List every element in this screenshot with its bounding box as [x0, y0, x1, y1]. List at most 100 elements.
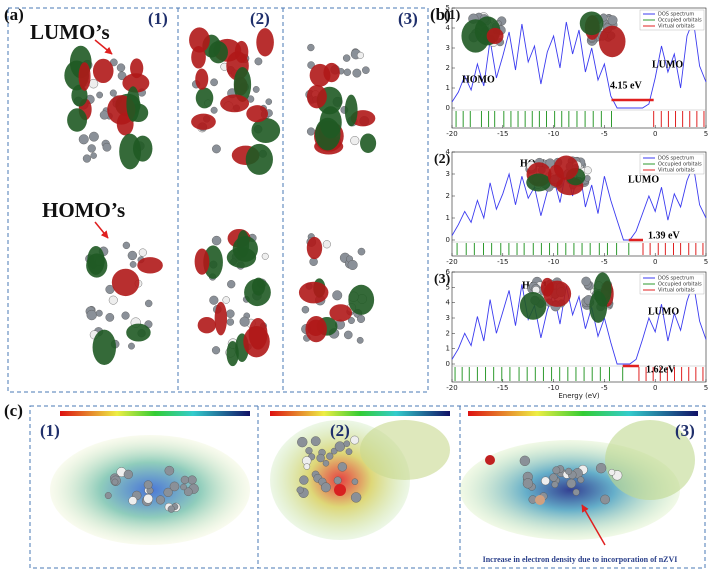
y-tick-label: 4 [446, 299, 451, 307]
y-tick-label: 5 [446, 283, 450, 291]
atom [222, 296, 230, 304]
column-label: (2) [330, 421, 350, 440]
atom [163, 487, 173, 497]
atom [211, 235, 222, 246]
lumo-heading: LUMO’s [30, 20, 110, 44]
atom [303, 463, 311, 470]
orbital-lobe [243, 325, 270, 358]
atom [86, 309, 97, 321]
atom [127, 250, 138, 261]
atom [143, 480, 153, 490]
atom [356, 336, 364, 344]
orbital-lobe [256, 28, 274, 57]
atom [320, 482, 331, 493]
atom [104, 492, 112, 499]
x-tick-label: -10 [548, 258, 559, 266]
legend-label: Virtual orbitals [658, 288, 695, 294]
atom [347, 317, 355, 324]
panel-label: (a) [4, 5, 24, 24]
atom [307, 61, 315, 69]
plot-frame [451, 151, 707, 257]
orbital-lobe [92, 329, 117, 366]
orbital-lobe [314, 117, 341, 151]
legend-label: Virtual orbitals [658, 168, 695, 174]
orbital-lobe [226, 247, 257, 268]
atom [307, 43, 315, 52]
orbital-lobe [87, 246, 105, 275]
y-tick-label: 1 [446, 84, 450, 92]
atom [123, 469, 133, 479]
atom [334, 441, 345, 452]
x-tick-label: -20 [446, 130, 457, 138]
panel-frame [29, 405, 706, 569]
x-tick-label: 0 [653, 384, 657, 392]
orbital-lobe [306, 236, 323, 260]
column-label: (1) [40, 421, 60, 440]
chart-panel-label: (1) [444, 8, 461, 23]
orbital-lobe [194, 248, 210, 275]
x-tick-label: -15 [497, 130, 508, 138]
x-tick-label: -5 [601, 384, 608, 392]
legend-label: Occupied orbitals [658, 282, 702, 288]
legend-label: Occupied orbitals [658, 162, 702, 168]
atom [322, 460, 330, 467]
panel-label: (b) [430, 5, 451, 24]
orbital-lobe [220, 94, 250, 113]
atom [117, 71, 127, 81]
orbital-lobe [309, 63, 331, 87]
orbital-lobe [78, 62, 91, 91]
atom [183, 487, 193, 497]
atom [164, 465, 175, 476]
atom [522, 478, 534, 489]
y-tick-label: 3 [446, 44, 450, 52]
atom [116, 63, 126, 72]
y-tick-label: 3 [446, 314, 450, 322]
orbital-lobe [130, 58, 144, 79]
y-tick-label: 2 [446, 64, 450, 72]
y-tick-label: 4 [446, 24, 451, 32]
atom [122, 241, 131, 250]
column-label: (3) [398, 9, 418, 28]
atom [129, 261, 137, 268]
atom [109, 89, 117, 97]
atom [210, 78, 218, 87]
y-tick-label: 5 [446, 4, 450, 12]
atom [82, 154, 92, 163]
atom [108, 295, 118, 305]
homo-heading: HOMO’s [42, 198, 125, 222]
orbital-lobe [553, 155, 579, 180]
atom [227, 280, 236, 289]
y-tick-label: 0 [446, 360, 450, 368]
x-tick-label: 0 [653, 130, 657, 138]
atom [357, 247, 366, 256]
atom [239, 316, 250, 327]
atom [600, 494, 610, 505]
color-bar [270, 411, 450, 416]
orbital-lobe [203, 245, 223, 279]
orbital-lobe [540, 277, 554, 297]
orbital-lobe [360, 133, 377, 154]
legend-box [639, 9, 705, 31]
orbital-lobe [306, 84, 327, 109]
atom [211, 346, 221, 355]
atom [306, 127, 316, 136]
atom [265, 98, 273, 106]
chart-panel-label: (2) [434, 152, 451, 167]
atom [95, 309, 103, 317]
atom [607, 15, 618, 26]
atom [545, 158, 555, 168]
atom [342, 54, 351, 62]
chart-panel-label: (3) [434, 272, 451, 287]
atom [343, 68, 352, 76]
orbital-lobe [348, 284, 375, 315]
x-tick-label: -20 [446, 258, 457, 266]
x-tick-label: -5 [601, 130, 608, 138]
gap-label: 1.39 eV [648, 230, 680, 241]
atom [121, 311, 130, 320]
atom [566, 478, 577, 489]
orbital-lobe [197, 317, 216, 334]
orbital-lobe [579, 11, 604, 36]
homo-label: HOMO [462, 74, 495, 85]
atom [88, 78, 99, 89]
